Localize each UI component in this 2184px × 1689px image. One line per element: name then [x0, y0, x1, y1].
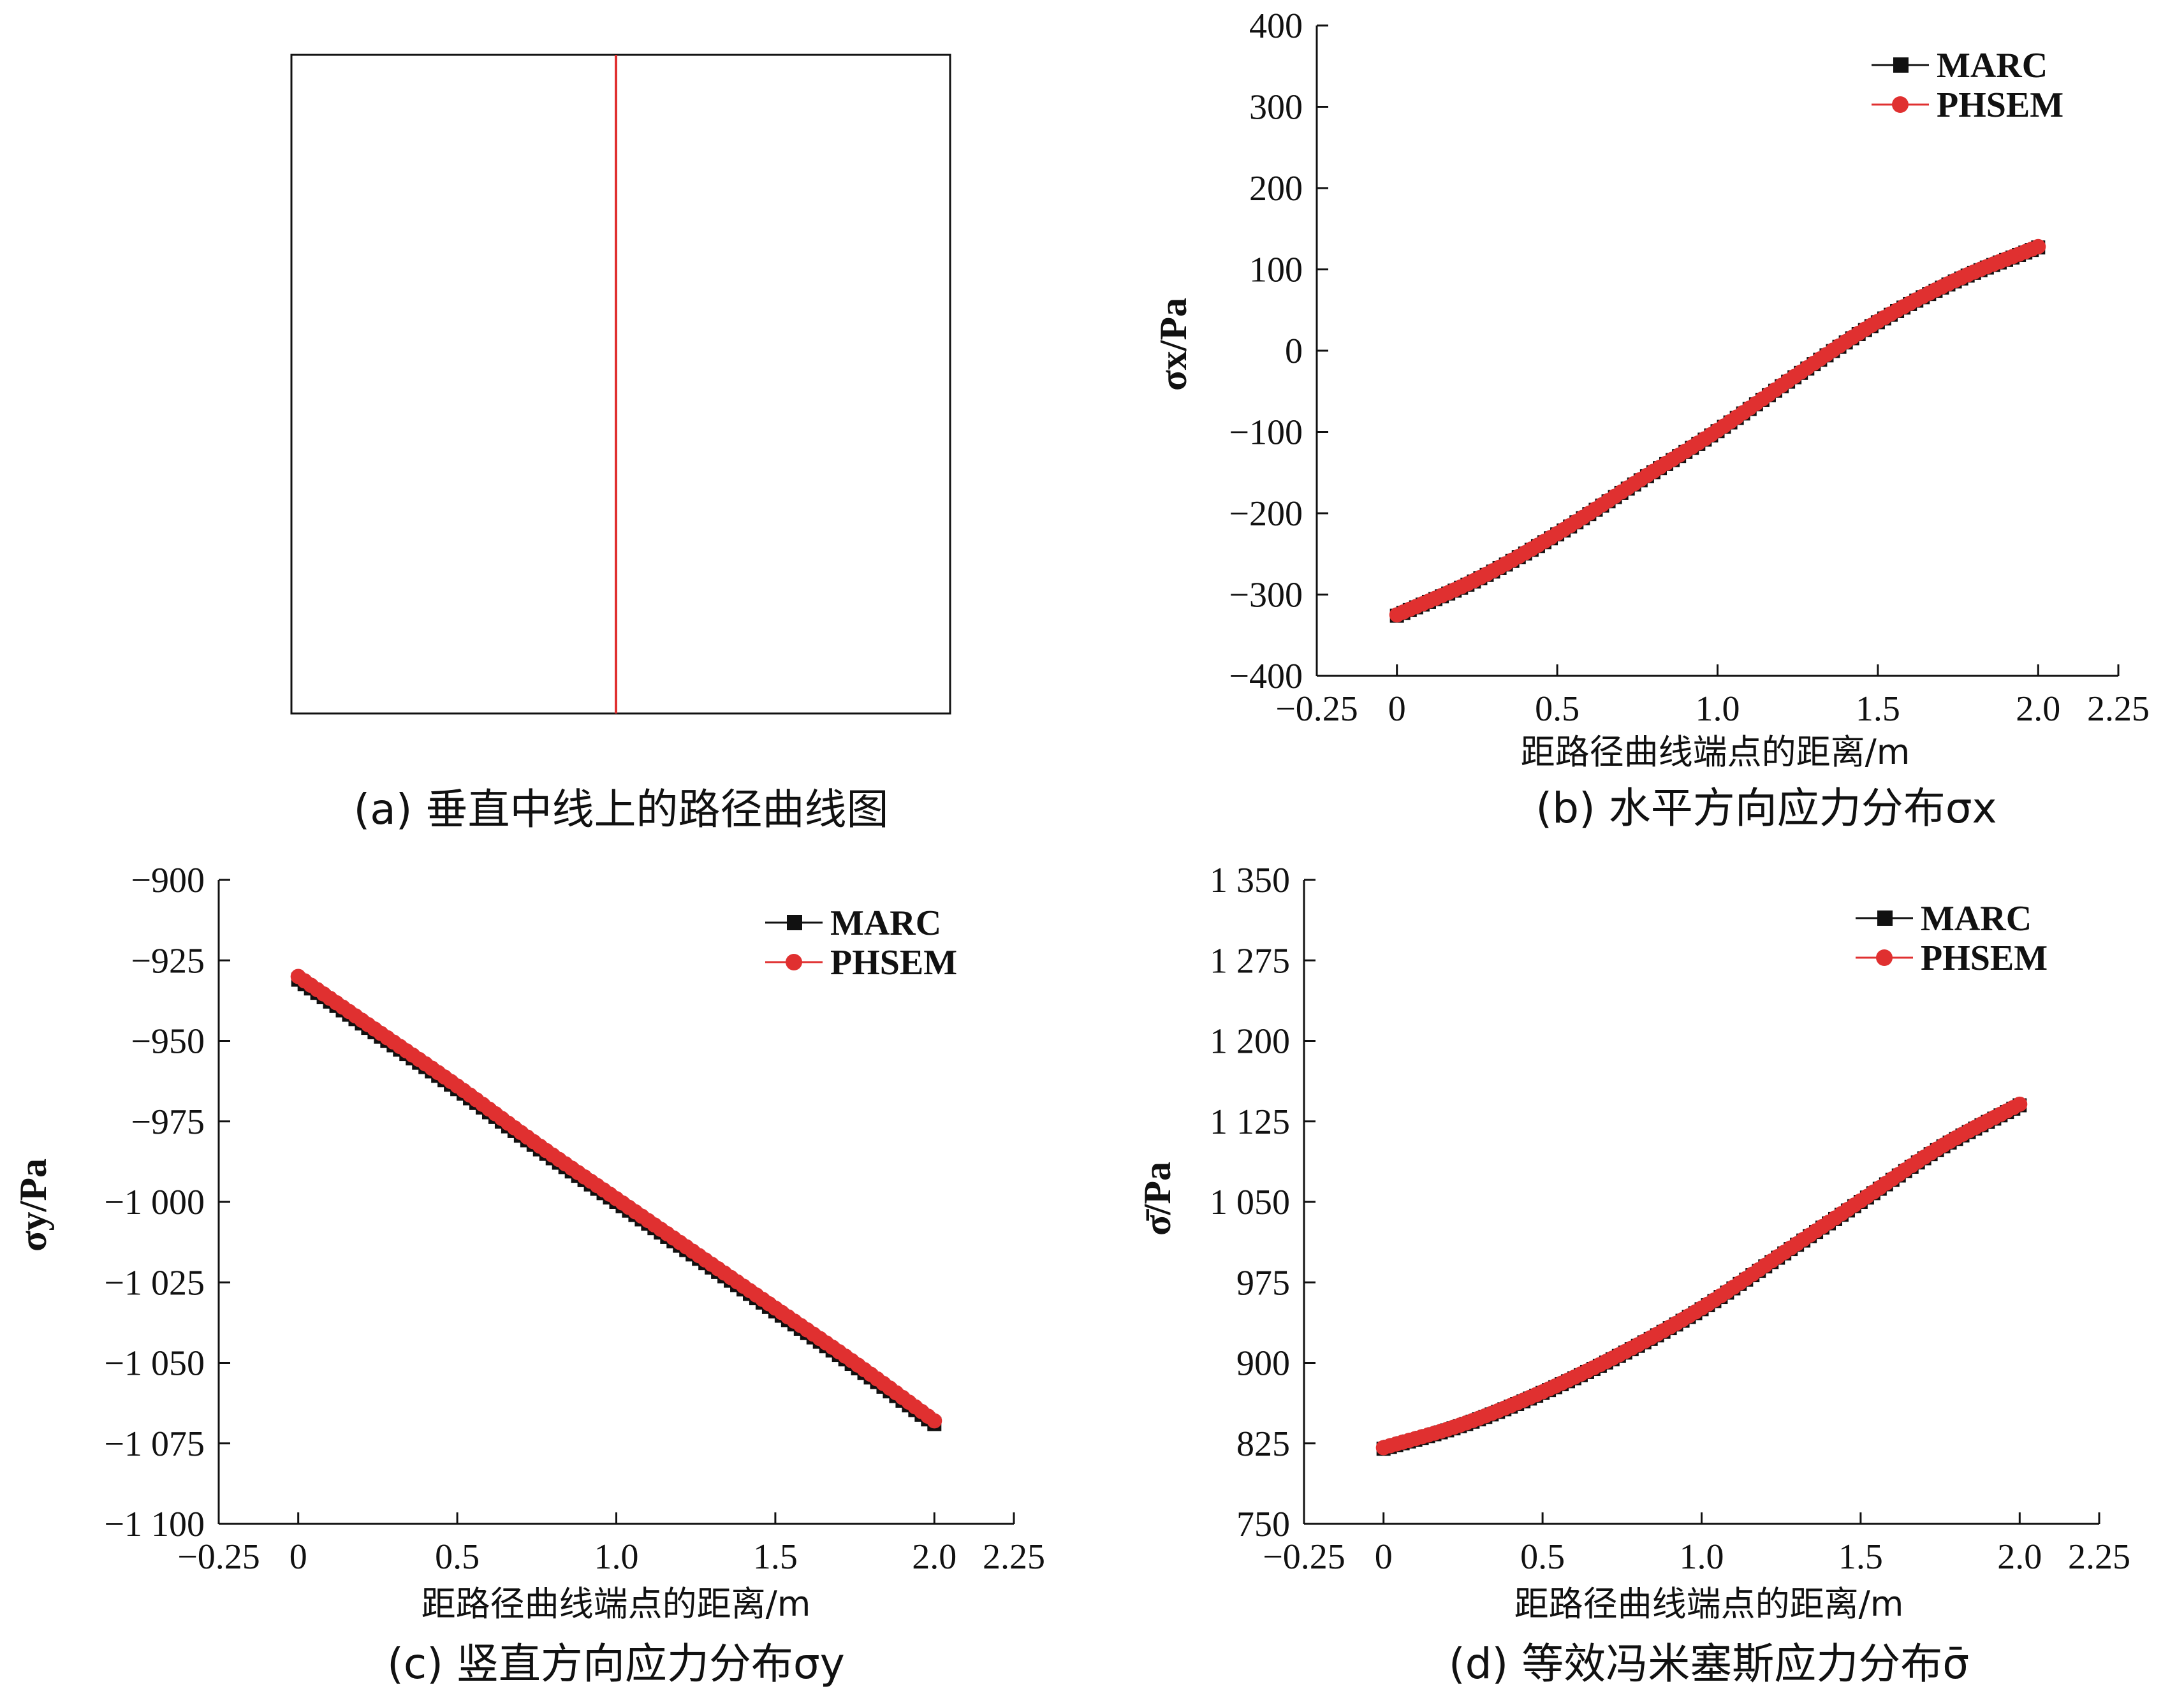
x-tick-label: 2.0 — [2016, 689, 2060, 729]
x-tick-label: 2.25 — [983, 1537, 1045, 1577]
x-tick-label: 2.25 — [2087, 689, 2150, 729]
chart-c: −1 100 −1 075 −1 050 −1 025 −1 000 −975 −950 −9… — [12, 861, 1045, 1688]
x-tick-label: 0.5 — [1520, 1537, 1565, 1577]
x-tick-label: 2.0 — [912, 1537, 956, 1577]
phsem-point — [927, 1413, 942, 1429]
chart-b: −400 −300 −200 −100 0 100 200 300 400 −0.25 0 0.5 1.… — [1152, 6, 2150, 833]
x-axis-label: 距路径曲线端点的距离/m — [1521, 732, 1910, 772]
x-tick-label: 1.0 — [1680, 1537, 1724, 1577]
y-tick-label: −200 — [1229, 494, 1303, 534]
y-tick-label: −975 — [131, 1102, 205, 1142]
x-tick-label: 0 — [289, 1537, 307, 1577]
y-tick-label: −400 — [1229, 657, 1303, 696]
x-tick-label: 1.5 — [753, 1537, 798, 1577]
x-tick-label: 1.0 — [1696, 689, 1740, 729]
y-tick-label: 400 — [1249, 6, 1303, 46]
x-tick-label: −0.25 — [1275, 689, 1358, 729]
legend-marker — [786, 954, 802, 970]
x-axis-label: 距路径曲线端点的距离/m — [1514, 1584, 1904, 1624]
phsem-point — [2012, 1096, 2028, 1112]
legend-marker — [1877, 910, 1893, 926]
legend-label: PHSEM — [1937, 85, 2063, 125]
y-tick-label: −100 — [1229, 413, 1303, 453]
caption-d: (d) 等效冯米塞斯应力分布σ̄ — [1449, 1639, 1969, 1688]
series-phsem — [1375, 1096, 2028, 1456]
y-tick-label: 300 — [1249, 88, 1303, 128]
caption-c: (c) 竖直方向应力分布σy — [387, 1639, 845, 1688]
y-axis-label: σx/Pa — [1152, 298, 1194, 391]
caption-b: (b) 水平方向应力分布σx — [1535, 784, 1997, 833]
y-tick-label: −900 — [131, 861, 205, 900]
y-tick-label: 1 275 — [1210, 941, 1290, 981]
x-tick-label: −0.25 — [177, 1537, 260, 1577]
legend-label: PHSEM — [1921, 939, 2048, 978]
y-tick-label: −1 025 — [104, 1263, 205, 1303]
series-phsem — [290, 969, 942, 1429]
legend-label: MARC — [1921, 899, 2032, 939]
y-tick-label: −925 — [131, 941, 205, 981]
y-tick-label: −1 075 — [104, 1424, 205, 1464]
y-tick-label: −1 050 — [104, 1344, 205, 1384]
y-tick-label: 1 125 — [1210, 1102, 1290, 1142]
y-tick-label: 0 — [1285, 332, 1303, 371]
x-tick-label: −0.25 — [1263, 1537, 1345, 1577]
legend-marker — [787, 915, 802, 930]
caption-a: (a) 垂直中线上的路径曲线图 — [354, 785, 889, 834]
phsem-point — [2030, 238, 2046, 254]
domain-square — [290, 54, 951, 715]
x-tick-label: 0.5 — [435, 1537, 480, 1577]
legend-marker — [1892, 96, 1909, 113]
y-tick-label: 900 — [1236, 1344, 1290, 1384]
y-tick-label: −1 100 — [104, 1505, 205, 1544]
y-tick-label: −950 — [131, 1022, 205, 1062]
y-tick-label: 750 — [1236, 1505, 1290, 1544]
y-tick-label: 1 350 — [1210, 861, 1290, 900]
x-axis-label: 距路径曲线端点的距离/m — [421, 1584, 811, 1624]
legend-marker — [1876, 949, 1893, 966]
y-tick-label: 100 — [1249, 251, 1303, 290]
legend-label: MARC — [1937, 46, 2048, 85]
panel-a: (a) 垂直中线上的路径曲线图 — [290, 54, 951, 834]
y-axis-label: σy/Pa — [12, 1159, 54, 1252]
y-tick-label: 825 — [1236, 1424, 1290, 1464]
x-tick-label: 1.0 — [594, 1537, 639, 1577]
charts: −400 −300 −200 −100 0 100 200 300 400 −0.25 0 0.5 1.… — [12, 6, 2150, 1688]
y-tick-label: 1 050 — [1210, 1183, 1290, 1222]
chart-d: 750 825 900 975 1 050 1 125 1 200 1 275 1 350 −0.… — [1136, 861, 2130, 1688]
y-axis-label: σ̄/Pa — [1136, 1162, 1178, 1236]
y-tick-label: −300 — [1229, 576, 1303, 615]
legend-label: PHSEM — [830, 943, 957, 983]
x-tick-label: 0 — [1388, 689, 1406, 729]
x-tick-label: 2.0 — [1997, 1537, 2042, 1577]
y-tick-label: 200 — [1249, 169, 1303, 208]
x-tick-label: 2.25 — [2068, 1537, 2130, 1577]
x-tick-label: 0.5 — [1535, 689, 1579, 729]
x-tick-label: 0 — [1375, 1537, 1393, 1577]
y-tick-label: 1 200 — [1210, 1022, 1290, 1062]
series-phsem — [1389, 238, 2046, 623]
legend-marker — [1893, 57, 1909, 73]
x-tick-label: 1.5 — [1838, 1537, 1883, 1577]
y-tick-label: −1 000 — [104, 1183, 205, 1222]
legend-label: MARC — [830, 903, 941, 943]
x-tick-label: 1.5 — [1856, 689, 1900, 729]
y-tick-label: 975 — [1236, 1263, 1290, 1303]
